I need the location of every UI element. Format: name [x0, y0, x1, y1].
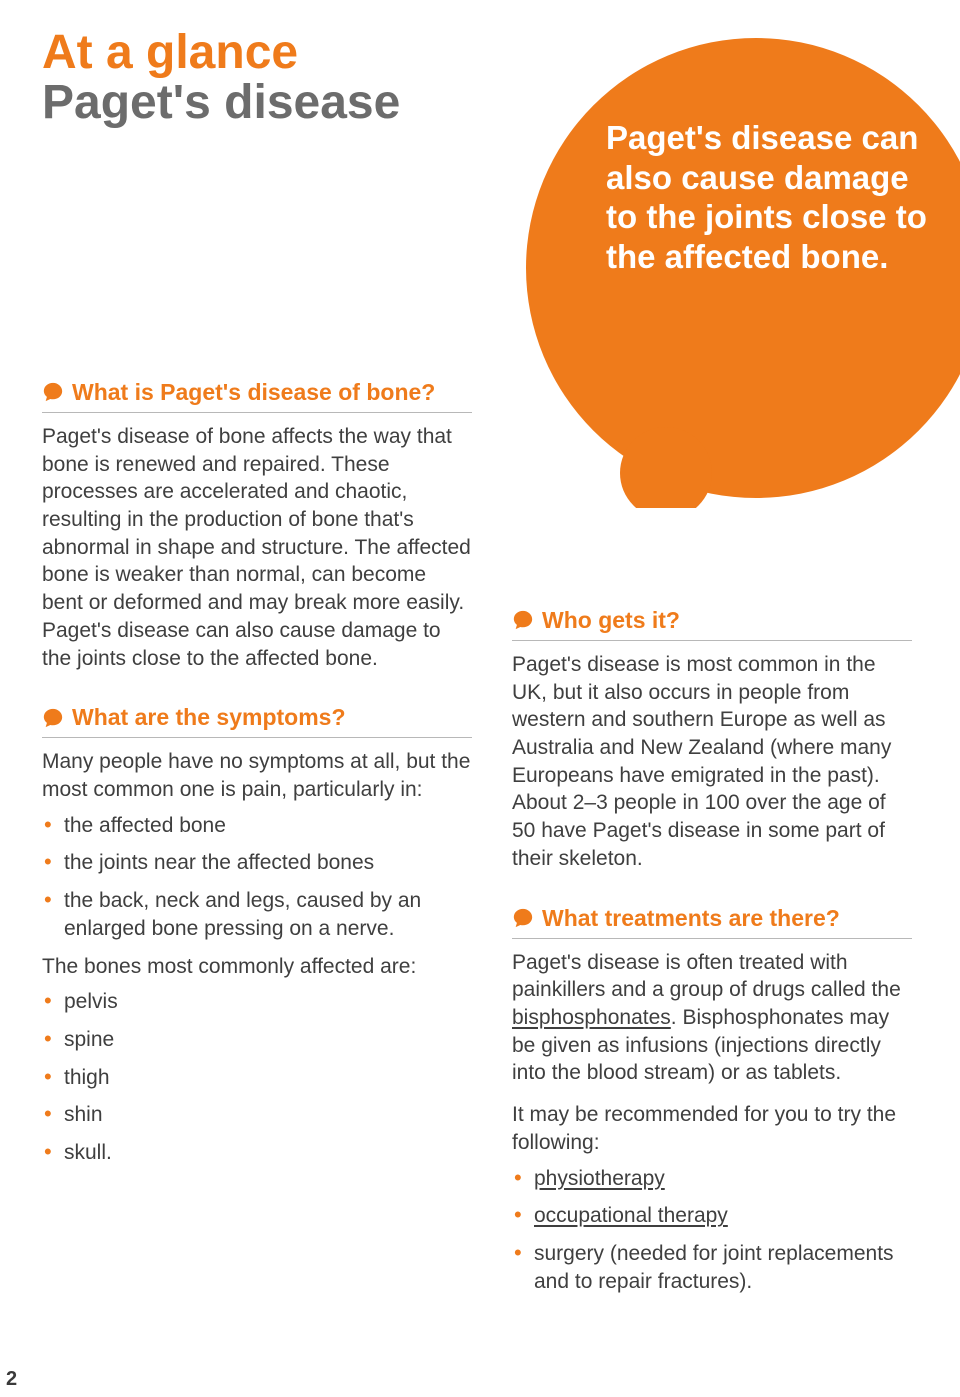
section-heading: What are the symptoms?	[42, 704, 472, 738]
link-bisphosphonates[interactable]: bisphosphonates	[512, 1006, 671, 1029]
section-treatments: What treatments are there? Paget's disea…	[512, 905, 912, 1296]
heading-text: What is Paget's disease of bone?	[72, 379, 435, 406]
two-column-layout: What is Paget's disease of bone? Paget's…	[42, 379, 920, 1328]
left-column: What is Paget's disease of bone? Paget's…	[42, 379, 472, 1328]
page: At a glance Paget's disease Paget's dise…	[0, 0, 960, 1397]
heading-text: Who gets it?	[542, 607, 680, 634]
list-item: thigh	[42, 1064, 472, 1092]
section-heading: What is Paget's disease of bone?	[42, 379, 472, 413]
callout-bubble: Paget's disease can also cause damage to…	[516, 28, 960, 508]
list-item: the joints near the affected bones	[42, 849, 472, 877]
link[interactable]: occupational therapy	[534, 1204, 728, 1227]
speech-icon	[42, 381, 64, 403]
list-item: shin	[42, 1101, 472, 1129]
heading-text: What treatments are there?	[542, 905, 840, 932]
body-text: It may be recommended for you to try the…	[512, 1101, 912, 1156]
speech-icon	[512, 609, 534, 631]
list-item: surgery (needed for joint replacements a…	[512, 1240, 912, 1295]
section-heading: What treatments are there?	[512, 905, 912, 939]
list-item: occupational therapy	[512, 1202, 912, 1230]
link[interactable]: physiotherapy	[534, 1167, 665, 1190]
heading-text: What are the symptoms?	[72, 704, 346, 731]
bullet-list: physiotherapy occupational therapy surgery…	[512, 1165, 912, 1296]
section-heading: Who gets it?	[512, 607, 912, 641]
list-item: skull.	[42, 1139, 472, 1167]
section-who-gets-it: Who gets it? Paget's disease is most com…	[512, 607, 912, 873]
text-run: Paget's disease is often treated with pa…	[512, 951, 901, 1002]
list-item: physiotherapy	[512, 1165, 912, 1193]
body-text: The bones most commonly affected are:	[42, 953, 472, 981]
bullet-list: the affected bone the joints near the aff…	[42, 812, 472, 943]
body-text: Paget's disease of bone affects the way …	[42, 423, 472, 672]
body-text: Paget's disease is often treated with pa…	[512, 949, 912, 1088]
page-number: 2	[6, 1368, 17, 1391]
list-item: spine	[42, 1026, 472, 1054]
section-symptoms: What are the symptoms? Many people have …	[42, 704, 472, 1167]
body-text: Many people have no symptoms at all, but…	[42, 748, 472, 803]
callout-text: Paget's disease can also cause damage to…	[606, 118, 946, 276]
list-item: the affected bone	[42, 812, 472, 840]
body-text: Paget's disease is most common in the UK…	[512, 651, 912, 873]
section-what-is: What is Paget's disease of bone? Paget's…	[42, 379, 472, 672]
speech-icon	[512, 907, 534, 929]
right-column: Who gets it? Paget's disease is most com…	[512, 379, 912, 1328]
bullet-list: pelvis spine thigh shin skull.	[42, 988, 472, 1167]
list-item: the back, neck and legs, caused by an en…	[42, 887, 472, 942]
speech-icon	[42, 707, 64, 729]
list-item: pelvis	[42, 988, 472, 1016]
